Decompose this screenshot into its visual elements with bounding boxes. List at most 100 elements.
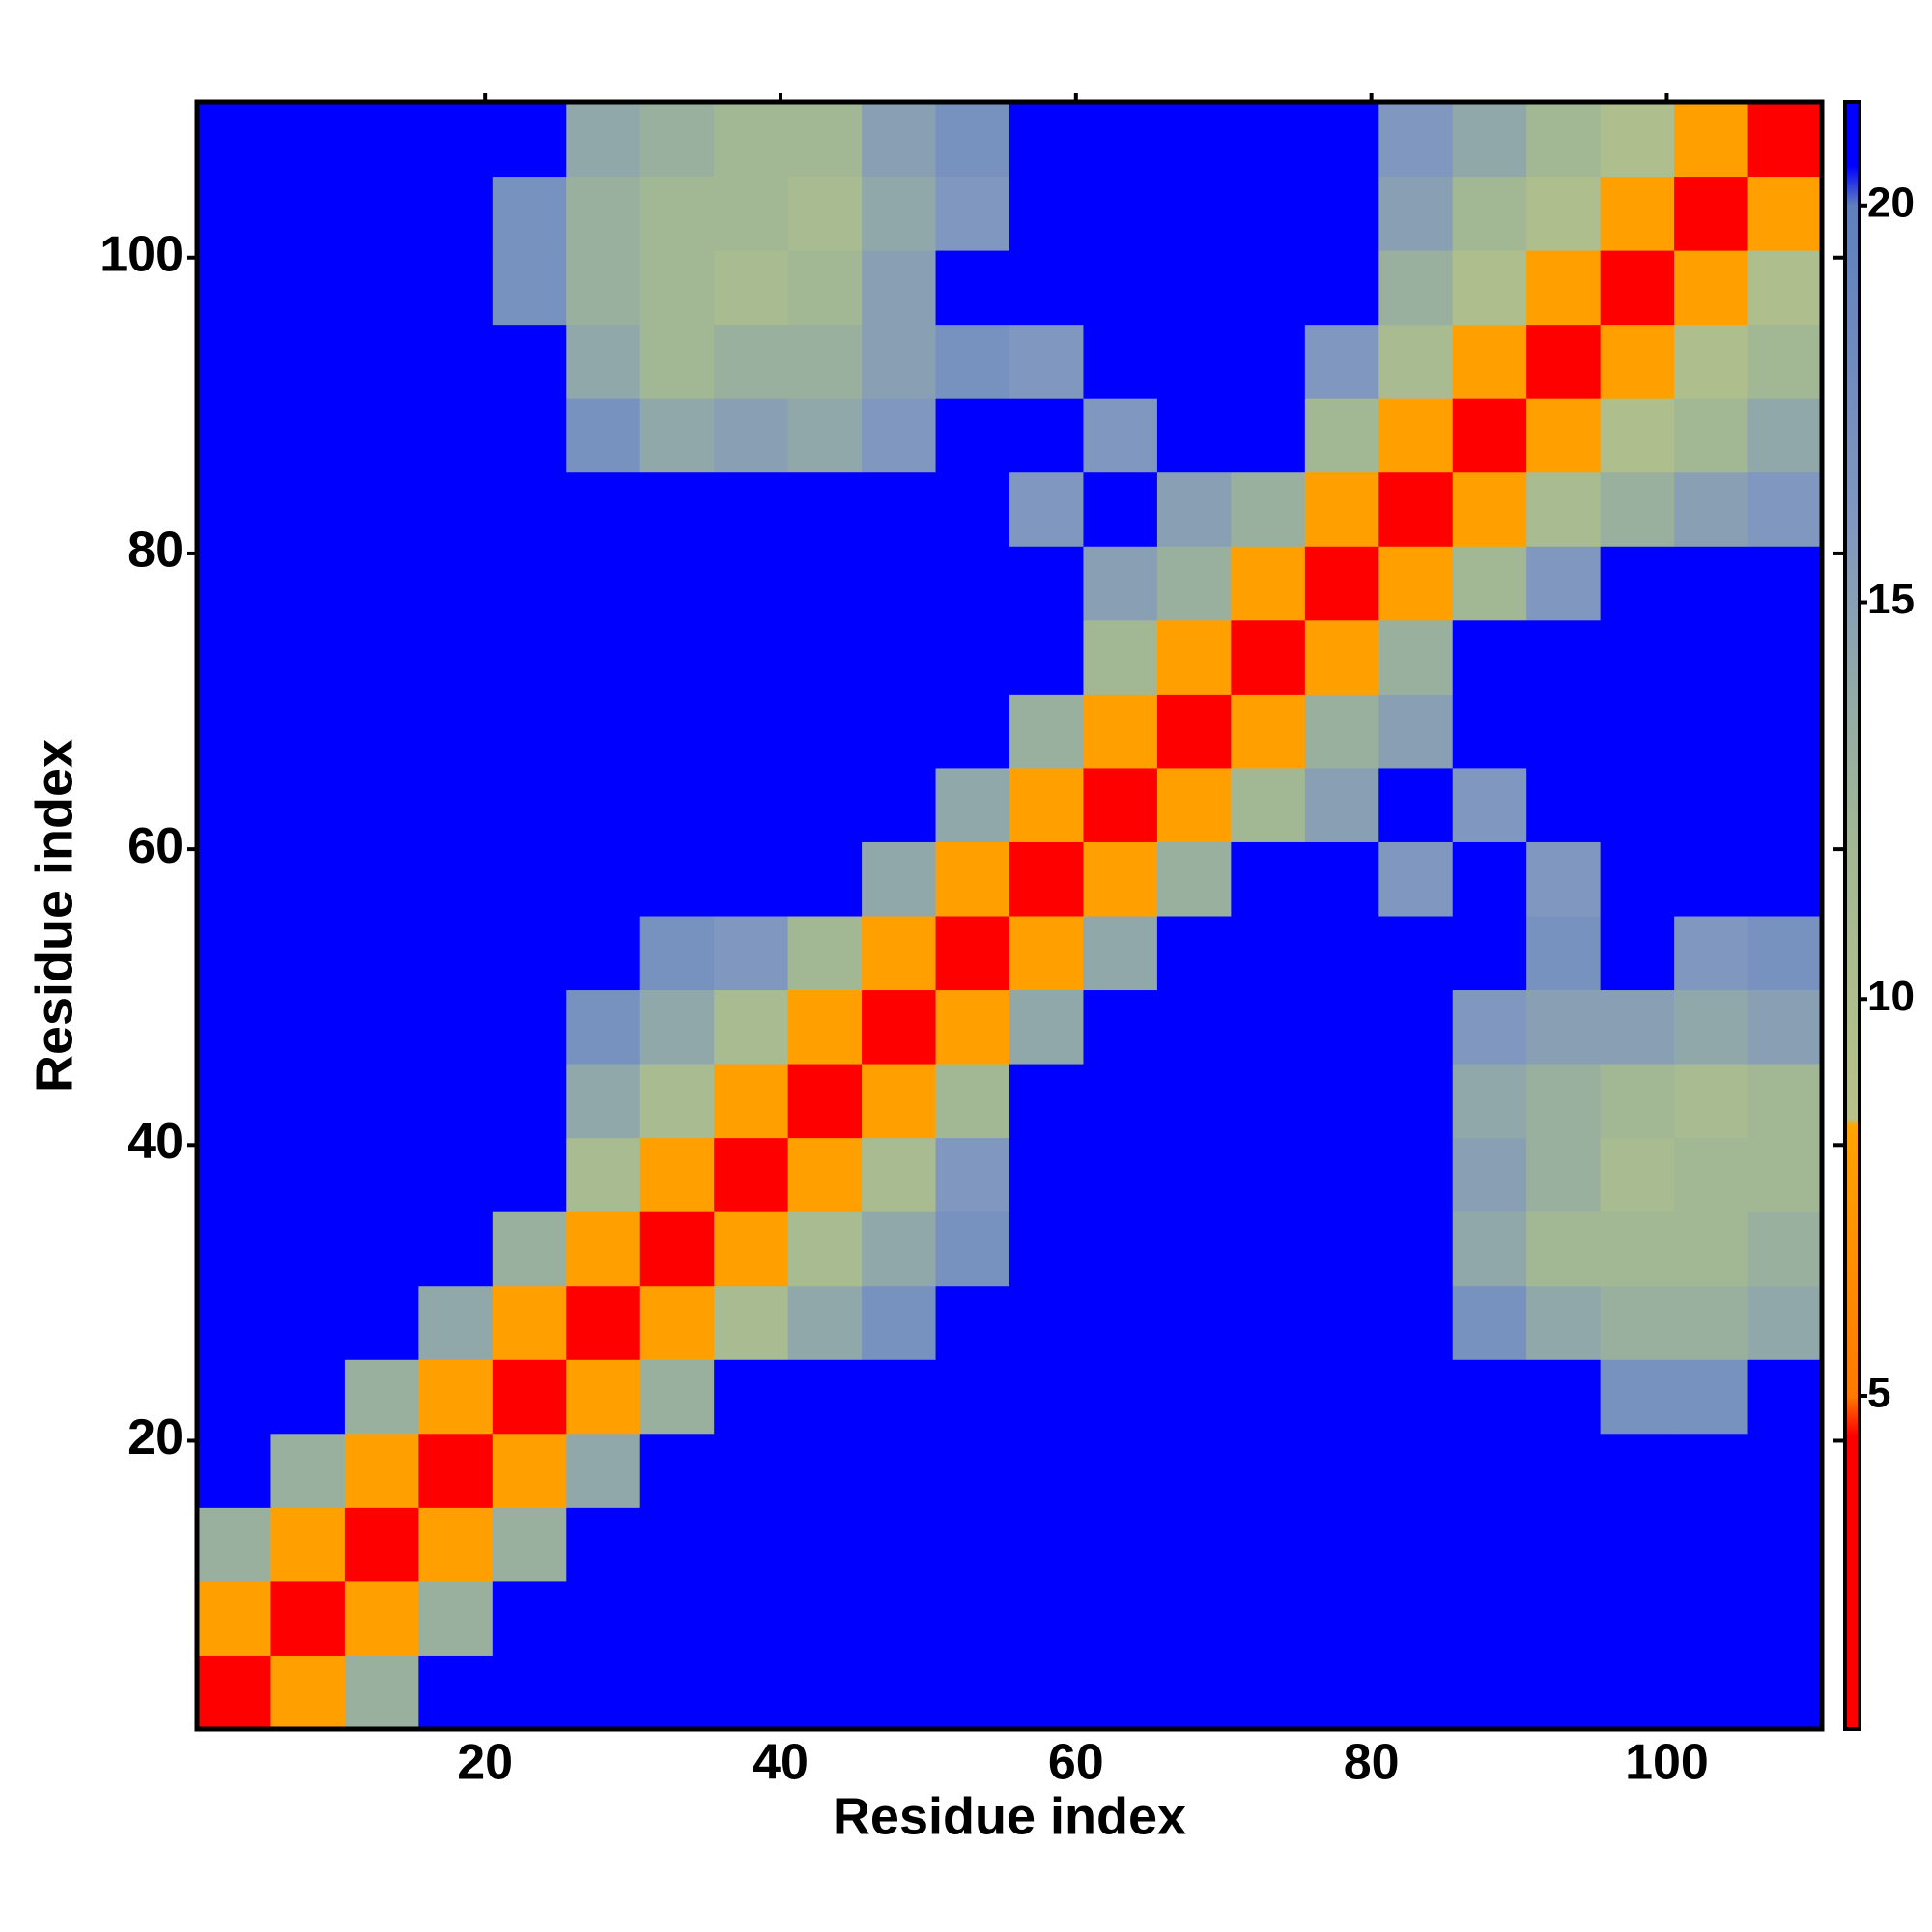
heatmap-cell [197,619,271,695]
heatmap-cell [1452,1137,1527,1212]
heatmap-cell [714,1211,789,1287]
heatmap-cell [344,398,419,473]
heatmap-cell [862,767,937,842]
heatmap-cell [1083,398,1158,473]
heatmap-cell [935,324,1010,399]
heatmap-cell [344,1580,419,1656]
heatmap-cell [418,250,494,326]
heatmap-cell [1600,694,1675,769]
heatmap-cell [1526,1433,1602,1508]
heatmap-cell [270,989,346,1065]
heatmap-cell [566,916,641,991]
heatmap-cell [1378,1137,1454,1212]
heatmap-cell [862,324,937,399]
heatmap-cell [1304,1359,1379,1435]
heatmap-cell [1304,1507,1379,1582]
heatmap-cell [1083,471,1158,547]
heatmap-cell [935,1064,1010,1139]
heatmap-cell [197,250,271,326]
heatmap-cell [1304,102,1379,178]
heatmap-cell [1156,1507,1232,1582]
heatmap-cell [1674,1433,1749,1508]
heatmap-cell [1600,767,1675,842]
heatmap-cell [1452,1211,1527,1287]
heatmap-cell [1304,767,1379,842]
heatmap-cell [1231,841,1306,917]
heatmap-cell [492,250,567,326]
heatmap-cell [1452,841,1527,917]
heatmap-cell [714,1285,789,1360]
heatmap-cell [197,1359,271,1435]
heatmap-cell [197,1433,271,1508]
heatmap-cell [1600,619,1675,695]
heatmap-cell [1156,176,1232,251]
heatmap-cell [1526,1137,1602,1212]
heatmap-cell [270,1137,346,1212]
heatmap-cell [1156,1285,1232,1360]
heatmap-cell [492,398,567,473]
heatmap-cell [1231,176,1306,251]
heatmap-cell [1009,1064,1084,1139]
heatmap-cell [787,324,863,399]
heatmap-cell [566,546,641,621]
heatmap-cell [1378,398,1454,473]
heatmap-cell [1231,324,1306,399]
heatmap-cell [1747,767,1823,842]
heatmap-cell [418,694,494,769]
heatmap-cell [1674,989,1749,1065]
heatmap-cell [1083,324,1158,399]
heatmap-cell [935,398,1010,473]
heatmap-cell [492,989,567,1065]
heatmap-cell [1674,176,1749,251]
heatmap-cell [787,619,863,695]
heatmap-cell [270,694,346,769]
heatmap-cell [566,250,641,326]
heatmap-cell [492,694,567,769]
heatmap-cell [787,471,863,547]
heatmap-cell [1156,841,1232,917]
colorbar-tick-label: 10 [1867,973,1915,1020]
heatmap-cell [344,546,419,621]
heatmap-cell [714,1507,789,1582]
heatmap-cell [1231,1580,1306,1656]
heatmap-cell [1600,324,1675,399]
heatmap-cell [1600,1285,1675,1360]
heatmap-cell [935,176,1010,251]
heatmap-cell [1378,1285,1454,1360]
heatmap-cell [1526,1507,1602,1582]
heatmap-cell [492,1655,567,1730]
heatmap-cell [1009,1211,1084,1287]
heatmap-cell [714,471,789,547]
heatmap-cell [1156,619,1232,695]
heatmap-cell [639,1137,715,1212]
heatmap-cell [1231,250,1306,326]
heatmap-cell [1009,619,1084,695]
heatmap-cell [935,546,1010,621]
heatmap-cell [1231,1655,1306,1730]
heatmap-cell [566,694,641,769]
heatmap-cell [1304,1580,1379,1656]
y-tick-label: 40 [128,1114,184,1170]
heatmap-cell [714,619,789,695]
heatmap-cell [1009,1433,1084,1508]
heatmap-cell [1674,619,1749,695]
heatmap-cell [492,1211,567,1287]
heatmap-cell [418,176,494,251]
y-tick-label: 100 [99,226,184,282]
heatmap-cell [1378,767,1454,842]
heatmap-cell [1231,1064,1306,1139]
heatmap-cell [418,1507,494,1582]
heatmap-cell [418,324,494,399]
heatmap-cell [714,546,789,621]
heatmap-cell [787,1359,863,1435]
heatmap-cell [1747,619,1823,695]
heatmap-cell [344,1507,419,1582]
heatmap-cell [935,841,1010,917]
heatmap-cell [270,1433,346,1508]
heatmap-cell [639,841,715,917]
heatmap-cell [566,1137,641,1212]
heatmap-cell [197,1211,271,1287]
x-tick-label: 100 [1625,1735,1709,1791]
heatmap-cell [492,324,567,399]
